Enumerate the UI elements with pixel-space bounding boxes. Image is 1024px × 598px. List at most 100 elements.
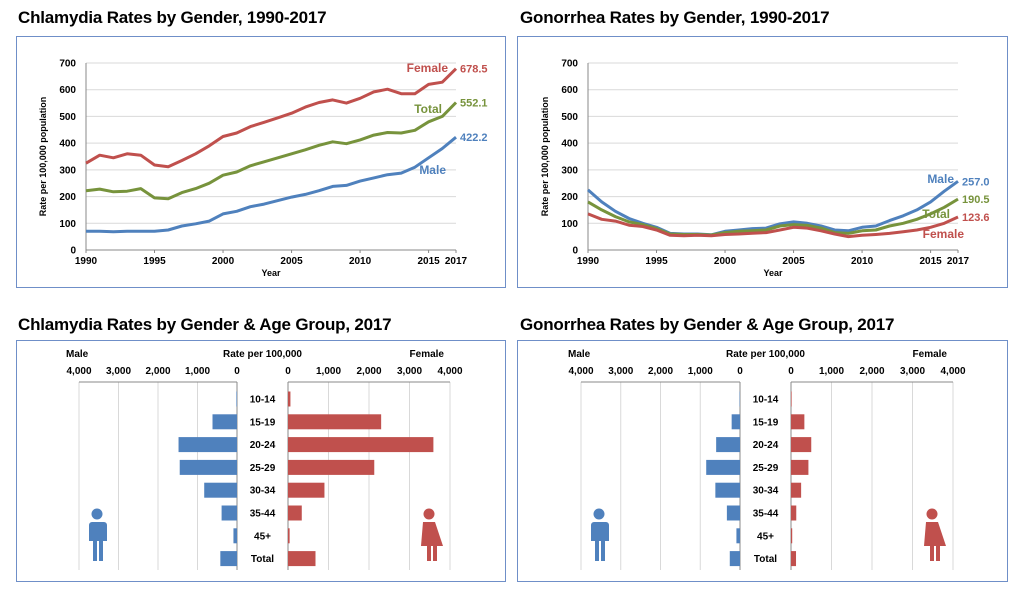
- female-figure-icon: [421, 522, 443, 561]
- male-bar: [729, 551, 740, 567]
- female-tick-label: 4,000: [437, 366, 462, 377]
- age-group-label: Total: [754, 554, 777, 565]
- male-tick-label: 2,000: [648, 366, 673, 377]
- series-label-female: Female: [923, 227, 965, 241]
- male-header: Male: [66, 349, 89, 360]
- age-group-label: 45+: [757, 531, 774, 542]
- female-tick-label: 1,000: [819, 366, 844, 377]
- female-tick-label: 0: [285, 366, 291, 377]
- rate-header: Rate per 100,000: [726, 349, 805, 360]
- x-tick-label: 2010: [851, 256, 874, 267]
- female-bar: [288, 391, 291, 407]
- female-bar: [791, 505, 797, 521]
- y-axis-title: Rate per 100,000 population: [540, 97, 550, 217]
- female-tick-label: 2,000: [356, 366, 381, 377]
- age-group-label: 20-24: [250, 440, 276, 451]
- series-label-male: Male: [419, 163, 446, 177]
- x-axis-title: Year: [261, 268, 281, 278]
- y-tick-label: 0: [572, 246, 578, 257]
- y-tick-label: 600: [561, 85, 578, 96]
- female-tick-label: 3,000: [900, 366, 925, 377]
- series-label-total: Total: [922, 207, 950, 221]
- gonorrhea-trend-title: Gonorrhea Rates by Gender, 1990-2017: [520, 8, 830, 27]
- chlamydia-trend-title: Chlamydia Rates by Gender, 1990-2017: [18, 8, 327, 27]
- gonorrhea-trend-panel: [517, 36, 1008, 288]
- y-axis-title: Rate per 100,000 population: [38, 97, 48, 217]
- series-line-total: [85, 101, 458, 201]
- female-bar: [288, 551, 316, 567]
- male-bar: [726, 505, 740, 521]
- series-line-total: [587, 197, 959, 237]
- y-tick-label: 100: [561, 219, 578, 230]
- rate-header: Rate per 100,000: [223, 349, 302, 360]
- male-bar: [178, 437, 237, 453]
- x-tick-label: 2005: [280, 256, 303, 267]
- gonorrhea-age-title: Gonorrhea Rates by Gender & Age Group, 2…: [520, 315, 895, 334]
- male-tick-label: 1,000: [185, 366, 210, 377]
- y-tick-label: 700: [59, 59, 76, 70]
- y-tick-label: 300: [561, 165, 578, 176]
- female-bar: [791, 459, 809, 475]
- male-figure-icon: [89, 522, 107, 561]
- male-figure-icon: [91, 508, 103, 520]
- age-group-label: 10-14: [753, 395, 779, 406]
- male-bar: [736, 528, 740, 544]
- y-tick-label: 400: [561, 139, 578, 150]
- male-bar: [212, 414, 237, 430]
- age-group-label: 20-24: [753, 440, 779, 451]
- female-bar: [791, 482, 802, 498]
- age-group-label: 45+: [254, 531, 271, 542]
- y-tick-label: 400: [59, 139, 76, 150]
- y-tick-label: 500: [561, 112, 578, 123]
- female-tick-label: 1,000: [316, 366, 341, 377]
- male-bar: [716, 437, 740, 453]
- y-tick-label: 300: [59, 165, 76, 176]
- x-tick-label: 2015: [919, 256, 942, 267]
- y-tick-label: 700: [561, 59, 578, 70]
- male-figure-icon: [591, 522, 609, 561]
- female-bar: [791, 551, 797, 567]
- series-line-female: [85, 67, 458, 169]
- x-axis-title: Year: [763, 268, 783, 278]
- x-tick-label: 1990: [577, 256, 600, 267]
- age-group-label: Total: [251, 554, 274, 565]
- male-bar: [731, 414, 740, 430]
- male-tick-label: 2,000: [145, 366, 170, 377]
- male-bar: [715, 482, 740, 498]
- series-line-female: [587, 212, 959, 239]
- female-figure-icon: [926, 508, 938, 520]
- x-tick-label: 2010: [349, 256, 372, 267]
- age-group-label: 35-44: [250, 509, 276, 520]
- end-value-label: 678.5: [460, 64, 488, 76]
- male-tick-label: 4,000: [66, 366, 91, 377]
- male-tick-label: 3,000: [608, 366, 633, 377]
- male-tick-label: 4,000: [568, 366, 593, 377]
- y-tick-label: 200: [59, 192, 76, 203]
- x-tick-label: 2017: [947, 256, 970, 267]
- female-bar: [288, 437, 434, 453]
- x-tick-label: 2015: [417, 256, 440, 267]
- female-tick-label: 2,000: [859, 366, 884, 377]
- female-header: Female: [410, 349, 445, 360]
- age-group-label: 25-29: [753, 463, 779, 474]
- female-tick-label: 3,000: [397, 366, 422, 377]
- series-label-female: Female: [407, 61, 449, 75]
- series-label-male: Male: [927, 172, 954, 186]
- y-tick-label: 200: [561, 192, 578, 203]
- male-bar: [179, 459, 237, 475]
- x-tick-label: 2000: [714, 256, 737, 267]
- female-bar: [288, 482, 325, 498]
- female-bar: [791, 391, 792, 407]
- chlamydia-age-title: Chlamydia Rates by Gender & Age Group, 2…: [18, 315, 392, 334]
- x-tick-label: 1990: [75, 256, 98, 267]
- age-group-label: 35-44: [753, 509, 779, 520]
- male-bar: [221, 505, 237, 521]
- male-bar: [236, 391, 237, 407]
- age-group-label: 15-19: [753, 417, 779, 428]
- y-tick-label: 600: [59, 85, 76, 96]
- x-tick-label: 2017: [445, 256, 468, 267]
- age-group-label: 30-34: [753, 486, 779, 497]
- age-group-label: 25-29: [250, 463, 276, 474]
- age-group-label: 10-14: [250, 395, 276, 406]
